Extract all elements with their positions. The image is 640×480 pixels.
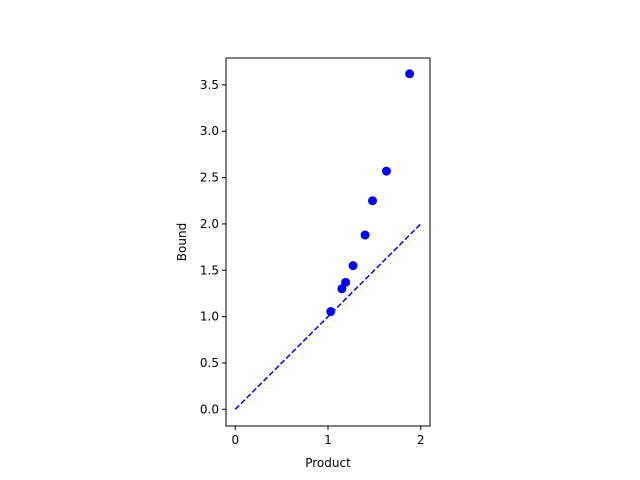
point: [405, 69, 415, 79]
y-tick-label: 1.0: [200, 310, 219, 324]
y-tick-label: 1.5: [200, 263, 219, 277]
y-tick-label: 0.0: [200, 402, 219, 416]
point: [360, 230, 370, 240]
y-tick-label: 2.5: [200, 171, 219, 185]
y-tick-label: 3.5: [200, 78, 219, 92]
x-axis-label: Product: [305, 456, 351, 470]
x-tick-label: 1: [324, 433, 332, 447]
point: [348, 261, 358, 271]
line: [234, 223, 422, 410]
y-tick-label: 2.0: [200, 217, 219, 231]
point: [341, 277, 351, 287]
point: [326, 307, 336, 317]
y-tick-label: 3.0: [200, 124, 219, 138]
y-tick-label: 0.5: [200, 356, 219, 370]
y-axis-label: Bound: [175, 223, 189, 261]
plot-frame: [225, 57, 431, 427]
point: [381, 166, 391, 176]
x-tick-label: 0: [231, 433, 239, 447]
x-tick-label: 2: [417, 433, 425, 447]
point: [368, 196, 378, 206]
